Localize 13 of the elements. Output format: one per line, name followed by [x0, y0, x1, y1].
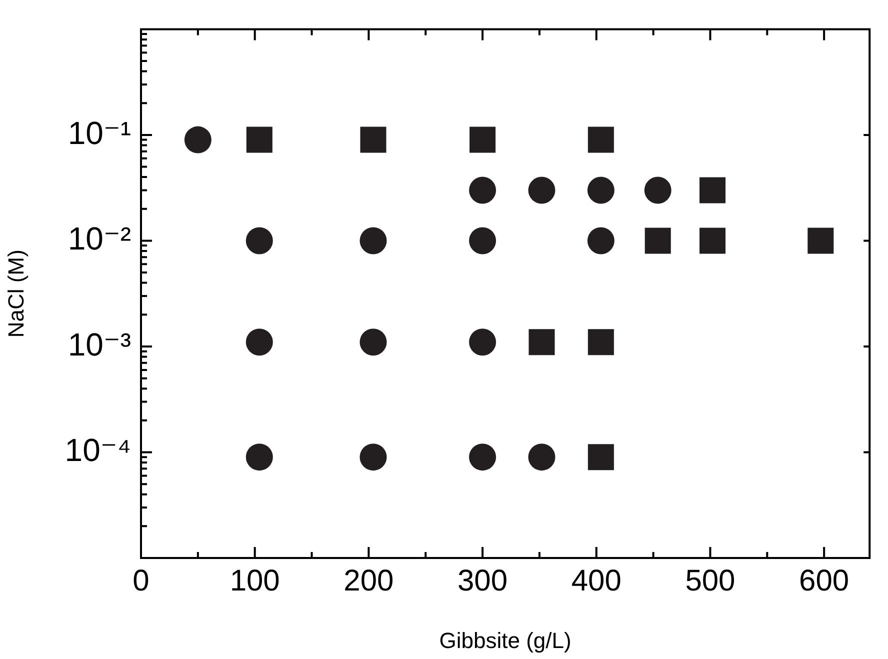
y-tick-label: 10⁻¹: [68, 114, 131, 151]
y-axis-title: NaCl (M): [3, 250, 28, 338]
x-tick-label: 100: [230, 564, 280, 598]
x-tick-label: 500: [685, 564, 736, 598]
x-tick-label: 200: [344, 564, 394, 598]
y-tick-label: 10⁻²: [68, 220, 132, 257]
x-tick-label: 0: [132, 564, 150, 598]
x-axis-title: Gibbsite (g/L): [439, 628, 572, 653]
y-tick-label: 10⁻³: [68, 326, 132, 362]
x-tick-label: 300: [458, 564, 508, 598]
x-tick-label: 400: [571, 564, 622, 598]
x-tick-label: 600: [799, 564, 850, 598]
y-tick-label: 10⁻⁴: [64, 432, 131, 468]
